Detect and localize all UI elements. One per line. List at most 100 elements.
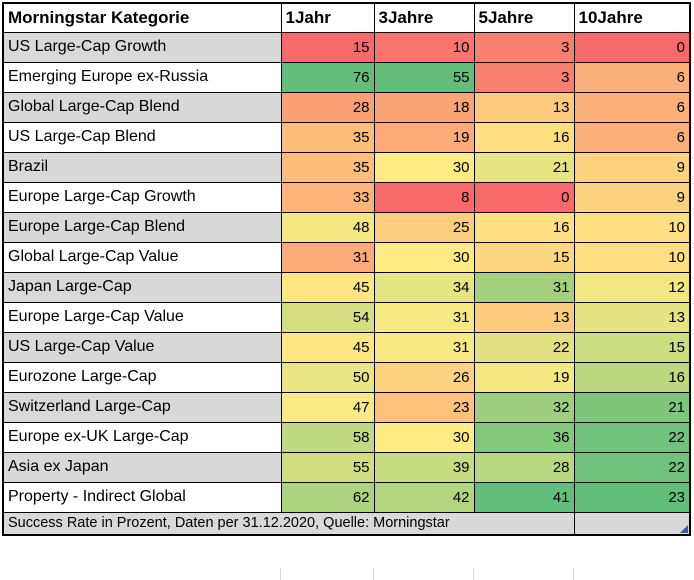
- value-cell[interactable]: 30: [373, 421, 475, 453]
- value-cell[interactable]: 0: [473, 181, 575, 213]
- header-cell-10jahre[interactable]: 10Jahre: [573, 2, 691, 33]
- table-row: Switzerland Large-Cap 47 23 32 21: [2, 391, 691, 423]
- value-cell[interactable]: 6: [573, 91, 691, 123]
- category-cell[interactable]: Europe Large-Cap Value: [2, 301, 282, 333]
- value-cell[interactable]: 6: [573, 61, 691, 93]
- category-cell[interactable]: Europe Large-Cap Blend: [2, 211, 282, 243]
- value-cell[interactable]: 58: [280, 421, 375, 453]
- value-cell[interactable]: 25: [373, 211, 475, 243]
- value-cell[interactable]: 0: [573, 31, 691, 63]
- value-cell[interactable]: 28: [473, 451, 575, 483]
- table-row: Property - Indirect Global 62 42 41 23: [2, 481, 691, 513]
- footer-row: Success Rate in Prozent, Daten per 31.12…: [2, 511, 691, 536]
- value-cell[interactable]: 15: [573, 331, 691, 363]
- value-cell[interactable]: 31: [373, 301, 475, 333]
- value-cell[interactable]: 21: [573, 391, 691, 423]
- value-cell[interactable]: 19: [373, 121, 475, 153]
- value-cell[interactable]: 55: [280, 451, 375, 483]
- value-cell[interactable]: 13: [573, 301, 691, 333]
- value-cell[interactable]: 9: [573, 181, 691, 213]
- footer-empty-cell[interactable]: [573, 511, 691, 536]
- value-cell[interactable]: 42: [373, 481, 475, 513]
- value-cell[interactable]: 19: [473, 361, 575, 393]
- value-cell[interactable]: 22: [573, 421, 691, 453]
- value-cell[interactable]: 41: [473, 481, 575, 513]
- table-row: Asia ex Japan 55 39 28 22: [2, 451, 691, 483]
- corner-marker-icon[interactable]: [680, 525, 688, 533]
- header-cell-1jahr[interactable]: 1Jahr: [280, 2, 375, 33]
- table-row: US Large-Cap Blend 35 19 16 6: [2, 121, 691, 153]
- value-cell[interactable]: 31: [373, 331, 475, 363]
- value-cell[interactable]: 8: [373, 181, 475, 213]
- value-cell[interactable]: 33: [280, 181, 375, 213]
- category-cell[interactable]: Property - Indirect Global: [2, 481, 282, 513]
- value-cell[interactable]: 55: [373, 61, 475, 93]
- category-cell[interactable]: US Large-Cap Blend: [2, 121, 282, 153]
- value-cell[interactable]: 23: [573, 481, 691, 513]
- value-cell[interactable]: 15: [280, 31, 375, 63]
- category-cell[interactable]: Emerging Europe ex-Russia: [2, 61, 282, 93]
- value-cell[interactable]: 48: [280, 211, 375, 243]
- value-cell[interactable]: 16: [573, 361, 691, 393]
- gridline: [280, 568, 281, 580]
- value-cell[interactable]: 16: [473, 211, 575, 243]
- value-cell[interactable]: 34: [373, 271, 475, 303]
- gridline: [373, 568, 374, 580]
- value-cell[interactable]: 45: [280, 271, 375, 303]
- value-cell[interactable]: 18: [373, 91, 475, 123]
- category-cell[interactable]: Europe Large-Cap Growth: [2, 181, 282, 213]
- category-cell[interactable]: US Large-Cap Growth: [2, 31, 282, 63]
- value-cell[interactable]: 6: [573, 121, 691, 153]
- table-row: US Large-Cap Value 45 31 22 15: [2, 331, 691, 363]
- value-cell[interactable]: 47: [280, 391, 375, 423]
- category-cell[interactable]: Brazil: [2, 151, 282, 183]
- category-cell[interactable]: Europe ex-UK Large-Cap: [2, 421, 282, 453]
- value-cell[interactable]: 62: [280, 481, 375, 513]
- category-cell[interactable]: Japan Large-Cap: [2, 271, 282, 303]
- value-cell[interactable]: 13: [473, 301, 575, 333]
- category-cell[interactable]: Global Large-Cap Value: [2, 241, 282, 273]
- value-cell[interactable]: 13: [473, 91, 575, 123]
- table-row: Emerging Europe ex-Russia 76 55 3 6: [2, 61, 691, 93]
- value-cell[interactable]: 3: [473, 61, 575, 93]
- value-cell[interactable]: 76: [280, 61, 375, 93]
- value-cell[interactable]: 21: [473, 151, 575, 183]
- value-cell[interactable]: 31: [473, 271, 575, 303]
- footer-note-cell[interactable]: Success Rate in Prozent, Daten per 31.12…: [2, 511, 575, 536]
- value-cell[interactable]: 35: [280, 151, 375, 183]
- value-cell[interactable]: 50: [280, 361, 375, 393]
- value-cell[interactable]: 26: [373, 361, 475, 393]
- value-cell[interactable]: 22: [573, 451, 691, 483]
- value-cell[interactable]: 10: [373, 31, 475, 63]
- value-cell[interactable]: 12: [573, 271, 691, 303]
- value-cell[interactable]: 10: [573, 241, 691, 273]
- value-cell[interactable]: 39: [373, 451, 475, 483]
- value-cell[interactable]: 36: [473, 421, 575, 453]
- value-cell[interactable]: 30: [373, 241, 475, 273]
- value-cell[interactable]: 9: [573, 151, 691, 183]
- header-cell-category[interactable]: Morningstar Kategorie: [2, 2, 282, 33]
- value-cell[interactable]: 35: [280, 121, 375, 153]
- category-cell[interactable]: Asia ex Japan: [2, 451, 282, 483]
- value-cell[interactable]: 31: [280, 241, 375, 273]
- value-cell[interactable]: 3: [473, 31, 575, 63]
- gridline: [473, 568, 474, 580]
- header-cell-5jahre[interactable]: 5Jahre: [473, 2, 575, 33]
- value-cell[interactable]: 54: [280, 301, 375, 333]
- header-cell-3jahre[interactable]: 3Jahre: [373, 2, 475, 33]
- table-body: US Large-Cap Growth 15 10 3 0 Emerging Europe…: [2, 31, 691, 513]
- value-cell[interactable]: 32: [473, 391, 575, 423]
- value-cell[interactable]: 22: [473, 331, 575, 363]
- value-cell[interactable]: 30: [373, 151, 475, 183]
- category-cell[interactable]: Eurozone Large-Cap: [2, 361, 282, 393]
- category-cell[interactable]: Switzerland Large-Cap: [2, 391, 282, 423]
- value-cell[interactable]: 23: [373, 391, 475, 423]
- value-cell[interactable]: 45: [280, 331, 375, 363]
- category-cell[interactable]: Global Large-Cap Blend: [2, 91, 282, 123]
- category-cell[interactable]: US Large-Cap Value: [2, 331, 282, 363]
- value-cell[interactable]: 16: [473, 121, 575, 153]
- value-cell[interactable]: 10: [573, 211, 691, 243]
- value-cell[interactable]: 15: [473, 241, 575, 273]
- value-cell[interactable]: 28: [280, 91, 375, 123]
